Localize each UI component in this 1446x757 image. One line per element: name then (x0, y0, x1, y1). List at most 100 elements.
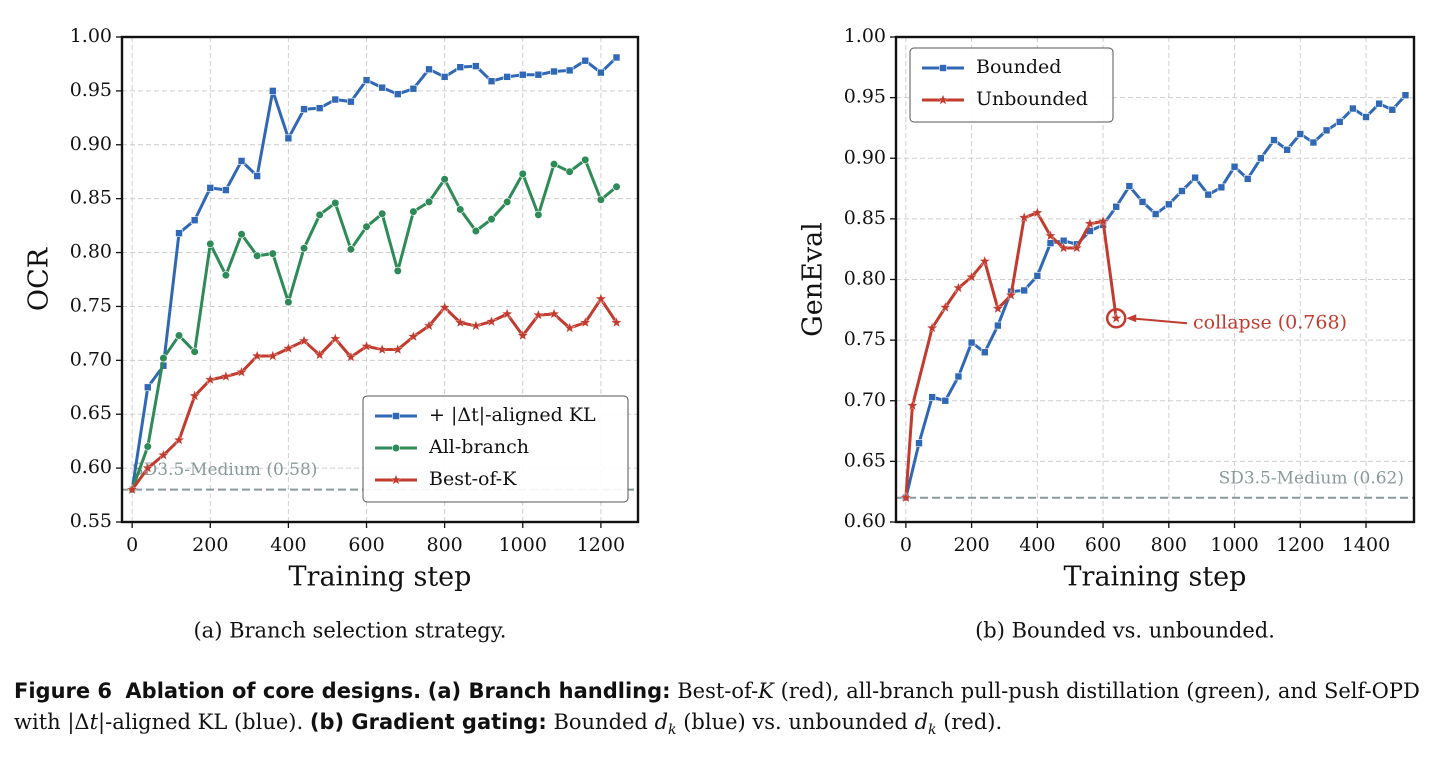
subcaption: (a) Branch selection strategy. (193, 619, 506, 643)
legend-label: + |Δt|-aligned KL (429, 404, 596, 426)
marker-square (1322, 126, 1331, 135)
marker-circle (534, 210, 543, 219)
marker-square (1217, 183, 1226, 192)
plot-frame (894, 35, 1416, 524)
marker-square (1230, 162, 1239, 171)
marker-star (1005, 289, 1017, 301)
marker-square (456, 63, 465, 71)
caption-italic: d (914, 710, 929, 734)
marker-square (237, 157, 246, 165)
marker-square (175, 229, 183, 237)
marker-square (928, 393, 936, 401)
marker-circle (391, 443, 401, 453)
caption-serif: (red). (943, 710, 1003, 734)
marker-star (939, 301, 951, 313)
figure: 0.55 0.60 0.65 0.70 0.75 0.80 0.85 0.90 0.95 1.00… (24, 25, 1416, 643)
marker-square (597, 68, 605, 77)
y-tick-label: 1.00 (844, 25, 886, 47)
x-tick-label: 1200 (577, 534, 625, 556)
marker-star (267, 350, 279, 361)
marker-square (1243, 175, 1252, 183)
marker-square (1375, 99, 1383, 108)
marker-star (952, 282, 965, 293)
caption-italic: t (89, 710, 99, 734)
marker-star (1084, 217, 1096, 229)
x-tick-label: 800 (427, 534, 463, 556)
caption-serif: Best-of- (677, 679, 759, 703)
marker-circle (503, 197, 512, 206)
y-axis-label: OCR (24, 247, 55, 311)
baseline-label: SD3.5-Medium (0.58) (132, 460, 317, 480)
marker-circle (237, 230, 246, 239)
marker-star (220, 370, 232, 382)
marker-star (314, 349, 326, 360)
marker-star (979, 255, 991, 267)
y-tick-label: 0.95 (844, 86, 886, 108)
y-tick-label: 0.65 (70, 402, 112, 424)
y-tick-label: 0.75 (70, 294, 112, 316)
marker-circle (393, 266, 402, 275)
marker-square (1112, 202, 1121, 211)
marker-square (1165, 200, 1173, 209)
marker-square (1388, 105, 1397, 114)
annotation-arrow (1130, 317, 1188, 325)
x-tick-label: 200 (192, 534, 228, 556)
marker-circle (174, 331, 184, 340)
marker-circle (268, 249, 277, 258)
marker-square (472, 62, 480, 70)
marker-square (1125, 182, 1134, 190)
marker-star (1097, 215, 1109, 227)
marker-square (1046, 239, 1055, 247)
y-tick-label: 0.70 (70, 348, 112, 370)
y-tick-label: 0.90 (844, 146, 886, 168)
marker-circle (284, 298, 293, 307)
plot-frame (120, 35, 640, 524)
baseline-label: SD3.5-Medium (0.62) (1219, 468, 1404, 488)
marker-square (487, 77, 496, 85)
marker-star (992, 302, 1004, 314)
marker-square (503, 73, 511, 81)
marker-circle (206, 239, 215, 249)
marker-star (423, 319, 435, 331)
marker-square (1178, 187, 1186, 195)
marker-circle (456, 205, 465, 214)
marker-square (518, 70, 527, 79)
marker-star (173, 434, 185, 445)
caption-serif: (red), all-branch pull-push distillation… (14, 679, 1420, 734)
x-tick-label: 0 (126, 534, 138, 556)
annotation-label: collapse (0.768) (1193, 311, 1347, 333)
y-tick-label: 0.60 (70, 456, 112, 478)
marker-square (143, 383, 152, 392)
marker-star (407, 330, 420, 342)
marker-star (485, 315, 498, 327)
marker-circle (487, 215, 496, 224)
subcaption: (b) Bounded vs. unbounded. (975, 619, 1275, 643)
marker-circle (565, 167, 574, 176)
caption-serif: Bounded (553, 710, 648, 734)
y-tick-label: 0.65 (844, 449, 886, 471)
marker-star (1057, 242, 1070, 253)
figure-caption: Figure 6 Ablation of core designs. (a) B… (14, 676, 1439, 746)
y-tick-label: 0.85 (70, 187, 112, 209)
marker-star (251, 350, 263, 361)
annotation-arrowhead (1126, 314, 1137, 323)
marker-star (564, 322, 576, 333)
marker-square (300, 105, 308, 114)
marker-square (1309, 138, 1318, 147)
marker-star (937, 94, 949, 105)
marker-circle (378, 209, 387, 218)
marker-square (362, 76, 371, 84)
x-tick-label: 1000 (1210, 534, 1258, 556)
marker-square (967, 338, 976, 347)
marker-square (1257, 154, 1265, 163)
marker-circle (190, 347, 199, 356)
marker-square (392, 412, 400, 420)
marker-star (1071, 242, 1083, 253)
marker-square (440, 73, 449, 81)
marker-star (189, 389, 201, 401)
marker-circle (596, 195, 605, 204)
y-tick-label: 0.80 (844, 268, 886, 290)
marker-circle (440, 175, 449, 184)
marker-square (409, 84, 418, 93)
marker-square (206, 184, 215, 192)
